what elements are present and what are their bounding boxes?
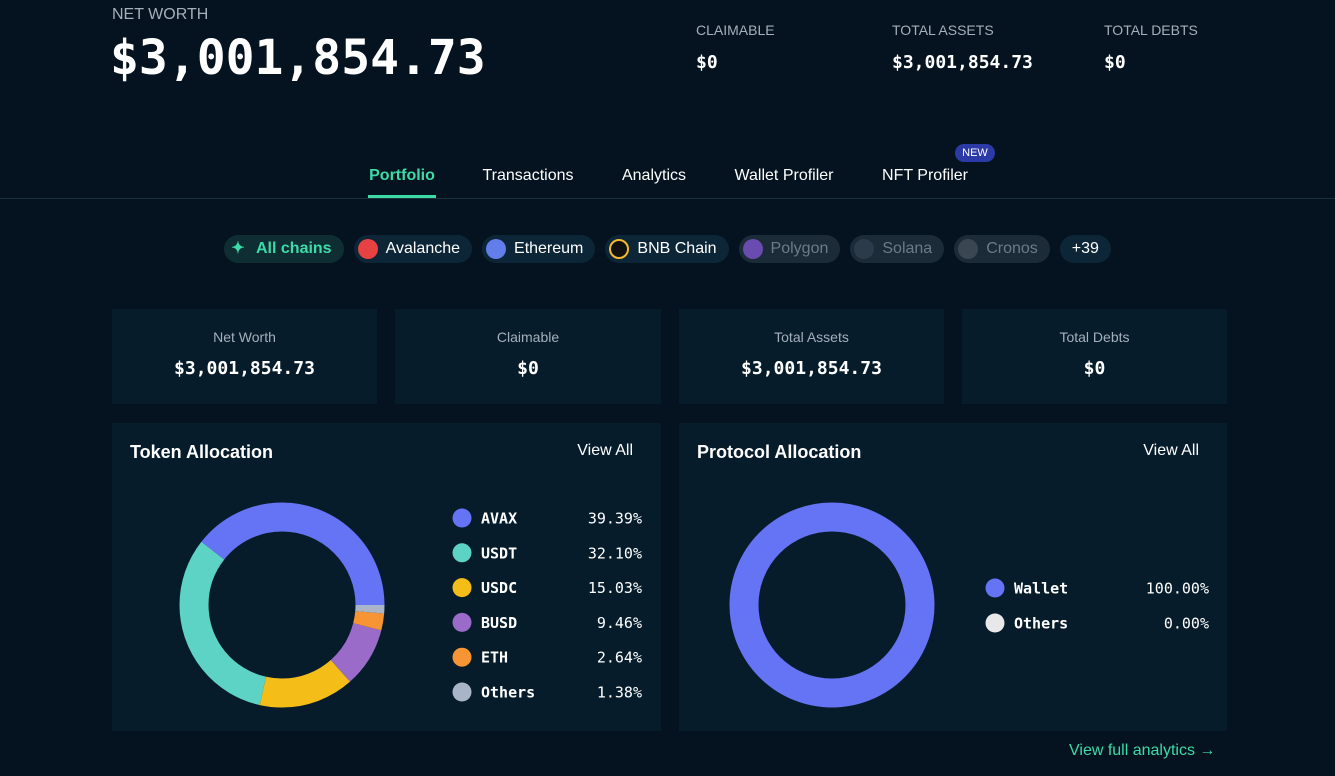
chain-label: Solana [882,240,933,257]
summary-card: Total Assets $3,001,854.73 [679,309,944,404]
chain-pill[interactable]: ✦ All chains [224,235,344,263]
chain-label: Avalanche [385,240,461,257]
legend-icon [452,682,472,702]
chain-pill[interactable]: Solana [850,235,945,263]
tab[interactable]: Analytics [621,167,687,184]
card-value: $0 [1083,358,1106,379]
legend-value: 15.03% [588,579,642,597]
summary-card: Net Worth $3,001,854.73 [112,309,377,404]
legend-icon [985,613,1005,633]
chain-label: Cronos [986,240,1038,257]
chain-pill[interactable]: Cronos [954,235,1050,263]
donut-segment [179,502,385,708]
card-label: Claimable [496,329,560,345]
chain-pill[interactable]: +39 [1059,235,1111,263]
donut-segment [729,502,935,708]
chain-pill[interactable]: Polygon [738,235,841,263]
stat-label: CLAIMABLE [696,22,775,38]
tab[interactable]: NFT Profiler [882,167,968,184]
legend-name: Others [1014,615,1068,633]
legend-icon [452,578,472,598]
chain-pill[interactable]: Avalanche [353,235,473,263]
stat-label: TOTAL DEBTS [1104,22,1198,38]
tab[interactable]: Transactions [482,167,574,184]
card-label: Total Assets [774,329,849,345]
card-value: $3,001,854.73 [174,358,315,379]
divider [0,198,1335,199]
legend-icon [452,612,472,632]
legend-name: USDC [481,579,517,597]
legend-value: 9.46% [597,614,642,632]
panel-title: Token Allocation [130,442,274,462]
legend-value: 39.39% [588,510,642,528]
donut-segment [179,502,385,708]
legend-icon [452,508,472,528]
chain-filter: ✦ All chains Avalanche Ethereum BNB Chain… [224,235,1111,263]
card-value: $0 [517,358,539,379]
chain-label: Polygon [770,240,829,257]
summary-card: Total Debts $0 [962,309,1227,404]
tab[interactable]: Portfolio [369,167,435,184]
link-text: View full analytics [1069,742,1195,759]
card-label: Total Debts [1059,329,1130,345]
legend-name: USDT [481,544,517,562]
legend-icon [985,578,1005,598]
chain-pill[interactable]: BNB Chain [605,235,729,263]
view-all[interactable]: View All [577,442,633,459]
legend-name: ETH [481,649,508,667]
legend-icon [452,647,472,667]
card-value: $3,001,854.73 [741,358,882,379]
legend-name: BUSD [481,614,517,632]
tab[interactable]: Wallet Profiler [734,167,834,184]
legend-name: Wallet [1014,580,1068,598]
stat-label: TOTAL ASSETS [892,22,994,38]
net-worth: $3,001,854.73 [110,30,486,86]
panel-title: Protocol Allocation [697,442,862,462]
stat-value: $3,001,854.73 [892,52,1033,73]
new-badge: NEW [955,144,995,162]
analytics-link[interactable]: View full analytics → [1069,742,1216,759]
legend-value: 1.38% [597,684,642,702]
net-worth-label: NET WORTH [112,6,209,23]
legend-value: 32.10% [588,544,642,562]
legend-value: 0.00% [1164,615,1209,633]
stat-value: $0 [1104,52,1126,73]
legend-value: 100.00% [1146,580,1209,598]
chain-label: All chains [256,240,332,257]
chain-label: +39 [1071,240,1099,257]
tab-underline [368,195,436,198]
summary-card: Claimable $0 [395,309,661,404]
donut-segment [179,502,385,708]
legend-value: 2.64% [597,649,642,667]
legend-name: Others [481,684,535,702]
chain-label: Ethereum [514,240,584,257]
card-label: Net Worth [213,329,276,345]
legend-name: AVAX [481,510,517,528]
stat-value: $0 [696,52,718,73]
legend-icon [452,543,472,563]
chain-label: BNB Chain [637,240,717,257]
chain-pill[interactable]: Ethereum [482,235,596,263]
view-all[interactable]: View All [1143,442,1199,459]
